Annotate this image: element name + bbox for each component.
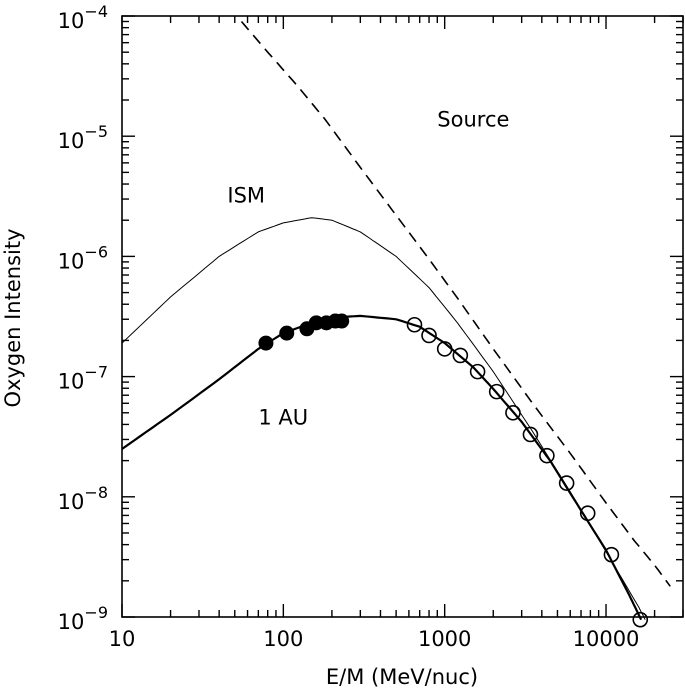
open-point [436,341,453,357]
x-tick-label: 10000 [573,627,640,651]
data-points [258,313,649,628]
x-axis-title: E/M (MeV/nuc) [326,665,478,689]
y-tick-label: 10−7 [58,363,108,394]
y-tick-label: 10−9 [58,603,108,634]
y-axis-title: Oxygen Intensity [1,228,25,407]
x-tick-label: 100 [263,627,303,651]
annotation-ism: ISM [227,184,265,208]
open-point [539,447,555,464]
open-point [579,505,596,522]
annotation-source: Source [437,108,509,132]
y-tick-label: 10−8 [58,483,108,514]
filled-point [258,335,274,351]
series-lines [121,20,671,621]
y-tick-label: 10−4 [58,2,108,33]
filled-point [279,325,295,341]
open-point [632,611,649,628]
x-tick-label: 1000 [418,627,471,651]
open-point [452,347,469,364]
filled-point [334,313,350,329]
annotations: Source ISM 1 AU [227,108,509,430]
x-tick-labels: 10 100 1000 10000 [109,627,640,651]
open-point [505,404,521,421]
series-line-1-au [121,314,643,621]
axis-ticks [121,15,684,618]
plot-frame [121,15,684,618]
y-tick-labels: 10−4 10−5 10−6 10−7 10−8 10−9 [58,2,108,634]
open-point [406,316,423,333]
x-tick-label: 10 [109,627,136,651]
open-point [558,475,575,491]
open-point [603,546,620,563]
open-point [421,327,437,344]
annotation-1-au: 1 AU [258,405,308,429]
series-line-ism [121,217,646,620]
y-tick-label: 10−6 [58,242,108,273]
open-point [488,383,505,400]
open-point [522,426,539,443]
open-point [469,363,486,380]
series-line-source [240,20,671,587]
y-tick-label: 10−5 [58,122,108,153]
